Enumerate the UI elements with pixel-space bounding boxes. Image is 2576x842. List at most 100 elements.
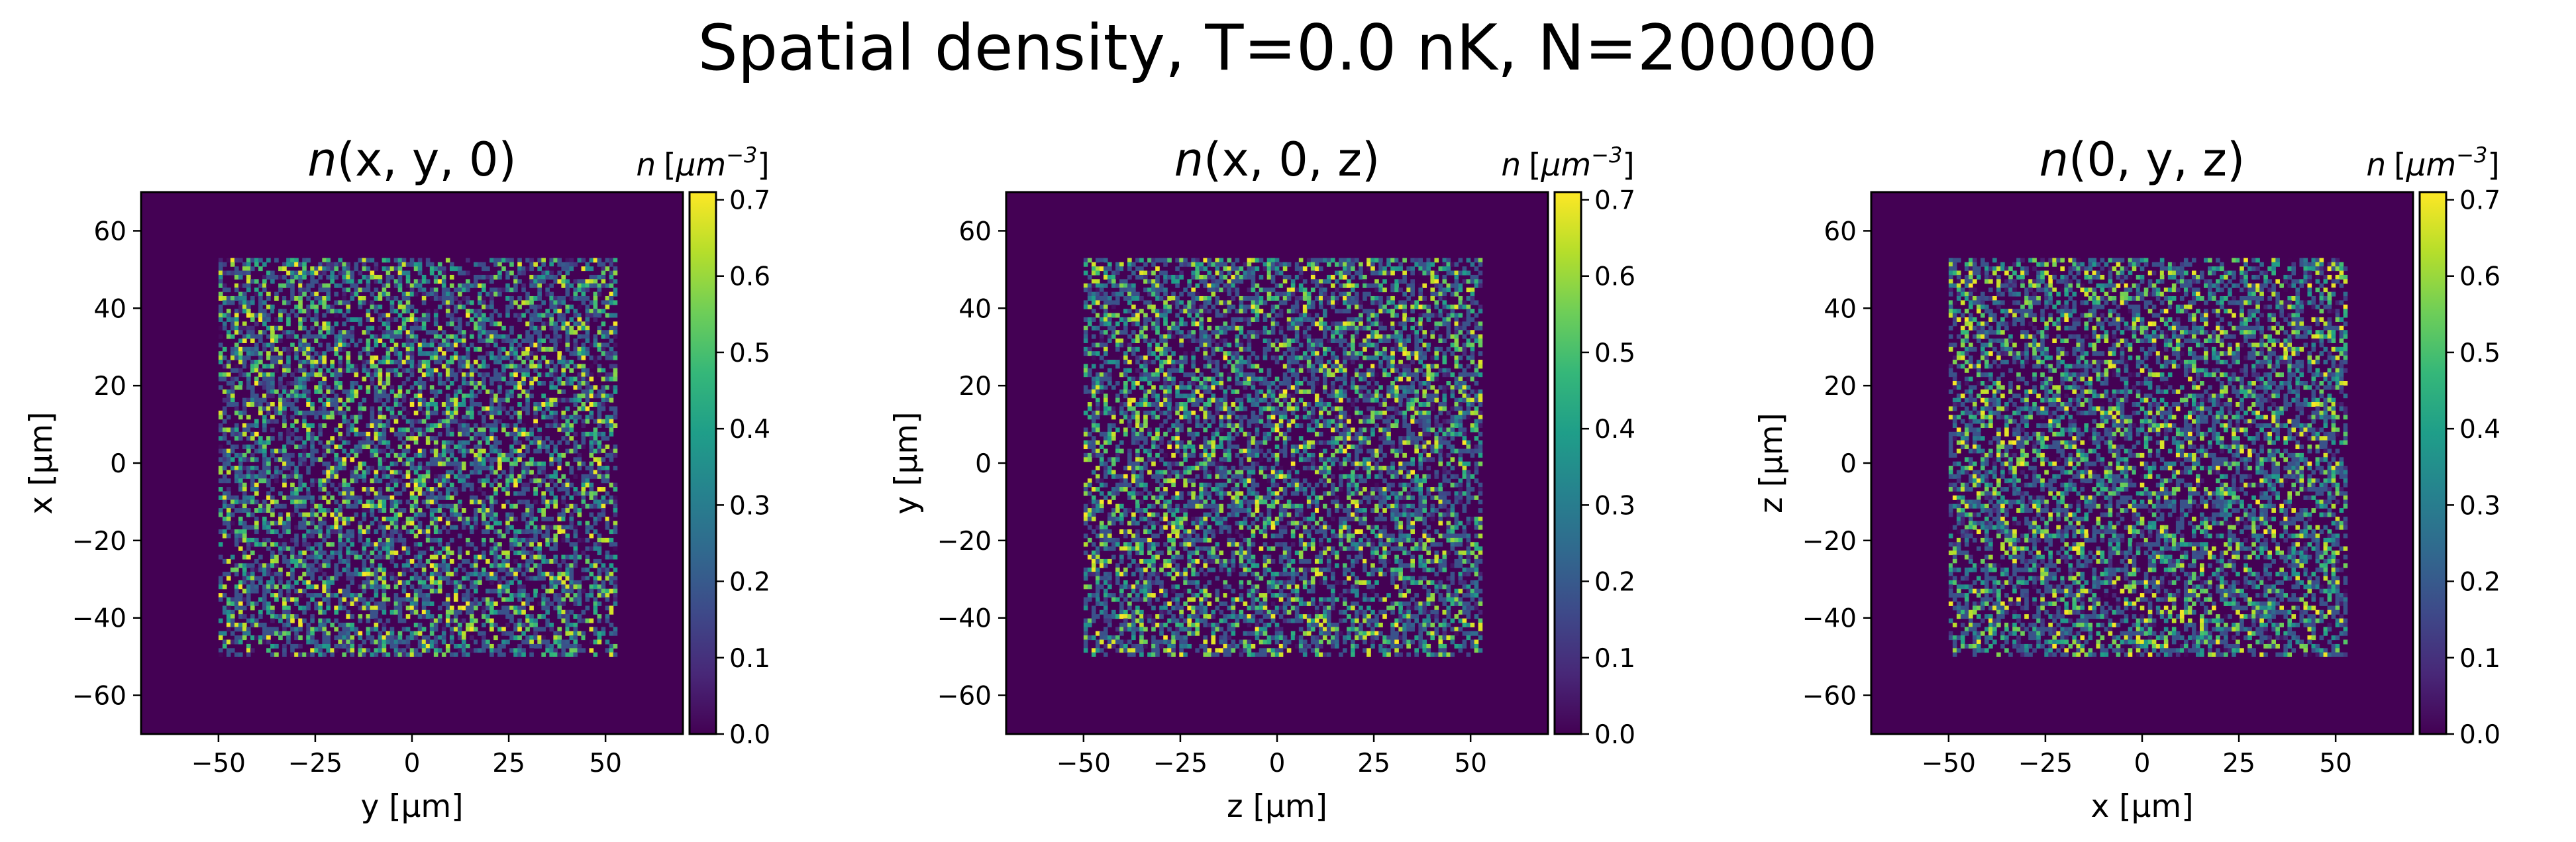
heatmap-cell	[505, 597, 510, 602]
heatmap-cell	[378, 334, 383, 339]
heatmap-cell	[250, 258, 255, 263]
heatmap-cell	[581, 351, 586, 356]
heatmap-cell	[478, 601, 482, 606]
heatmap-cell	[489, 397, 494, 403]
heatmap-cell	[401, 431, 407, 437]
heatmap-cell	[529, 338, 534, 343]
heatmap-cell	[222, 262, 227, 267]
heatmap-cell	[417, 368, 423, 373]
heatmap-cell	[413, 482, 419, 488]
heatmap-cell	[569, 576, 574, 581]
heatmap-cell	[338, 597, 343, 602]
heatmap-cell	[354, 567, 359, 572]
heatmap-cell	[298, 279, 303, 284]
heatmap-cell	[362, 474, 367, 479]
heatmap-cell	[501, 576, 506, 581]
heatmap-cell	[322, 304, 327, 309]
heatmap-cell	[362, 551, 367, 556]
heatmap-cell	[457, 551, 462, 556]
heatmap-cell	[605, 385, 610, 390]
heatmap-cell	[314, 605, 319, 611]
heatmap-cell	[565, 364, 570, 369]
heatmap-cell	[250, 313, 255, 318]
heatmap-cell	[330, 262, 335, 267]
heatmap-cell	[425, 529, 431, 535]
heatmap-cell	[461, 461, 466, 466]
heatmap-cell	[577, 351, 582, 356]
heatmap-cell	[230, 431, 235, 437]
heatmap-cell	[294, 445, 299, 450]
heatmap-cell	[489, 627, 494, 632]
heatmap-cell	[577, 597, 582, 602]
heatmap-cell	[326, 295, 331, 301]
heatmap-cell	[557, 593, 562, 598]
heatmap-cell	[318, 618, 323, 623]
heatmap-cell	[306, 521, 311, 526]
heatmap-cell	[597, 288, 602, 293]
heatmap-cell	[397, 266, 403, 272]
heatmap-cell	[569, 380, 574, 386]
heatmap-cell	[393, 537, 399, 543]
heatmap-cell	[298, 576, 303, 581]
heatmap-cell	[389, 546, 395, 551]
heatmap-cell	[314, 389, 319, 394]
heatmap-cell	[346, 334, 351, 339]
heatmap-cell	[445, 402, 450, 407]
heatmap-cell	[597, 364, 602, 369]
heatmap-cell	[425, 533, 431, 539]
heatmap-cell	[493, 521, 498, 526]
heatmap-cell	[457, 419, 462, 424]
heatmap-cell	[393, 491, 399, 496]
heatmap-cell	[389, 487, 395, 492]
heatmap-cell	[513, 372, 518, 378]
heatmap-cell	[613, 512, 618, 517]
heatmap-cell	[366, 601, 371, 606]
heatmap-cell	[218, 317, 223, 322]
heatmap-cell	[501, 376, 506, 382]
heatmap-cell	[366, 431, 371, 437]
heatmap-cell	[470, 410, 474, 415]
heatmap-cell	[386, 295, 391, 301]
heatmap-cell	[362, 431, 367, 437]
heatmap-cell	[417, 380, 423, 386]
heatmap-cell	[258, 542, 263, 547]
heatmap-cell	[282, 410, 287, 415]
heatmap-cell	[601, 330, 606, 335]
heatmap-cell	[234, 542, 239, 547]
heatmap-cell	[310, 546, 315, 551]
heatmap-cell	[302, 452, 307, 458]
heatmap-cell	[354, 368, 359, 373]
heatmap-cell	[482, 478, 486, 484]
heatmap-cell	[482, 317, 486, 322]
heatmap-cell	[521, 529, 526, 535]
heatmap-cell	[374, 419, 379, 424]
heatmap-cell	[457, 342, 462, 348]
heatmap-cell	[270, 402, 275, 407]
heatmap-cell	[425, 614, 431, 619]
heatmap-cell	[525, 295, 530, 301]
heatmap-cell	[234, 452, 239, 458]
heatmap-cell	[334, 605, 338, 611]
heatmap-cell	[254, 431, 259, 437]
heatmap-cell	[465, 440, 470, 445]
heatmap-cell	[581, 394, 586, 399]
heatmap-cell	[489, 618, 494, 623]
heatmap-cell	[529, 440, 534, 445]
heatmap-cell	[465, 558, 470, 564]
heatmap-cell	[270, 406, 275, 411]
heatmap-cell	[613, 567, 618, 572]
heatmap-cell	[513, 622, 518, 627]
heatmap-cell	[282, 474, 287, 479]
heatmap-cell	[262, 584, 267, 590]
heatmap-cell	[489, 588, 494, 594]
heatmap-cell	[573, 503, 578, 509]
heatmap-cell	[226, 359, 231, 364]
heatmap-cell	[497, 521, 502, 526]
heatmap-cell	[537, 572, 542, 577]
heatmap-cell	[302, 334, 307, 339]
heatmap-cell	[314, 266, 319, 272]
heatmap-cell	[577, 288, 582, 293]
heatmap-cell	[314, 643, 319, 649]
heatmap-cell	[613, 631, 618, 636]
heatmap-cell	[382, 283, 387, 288]
